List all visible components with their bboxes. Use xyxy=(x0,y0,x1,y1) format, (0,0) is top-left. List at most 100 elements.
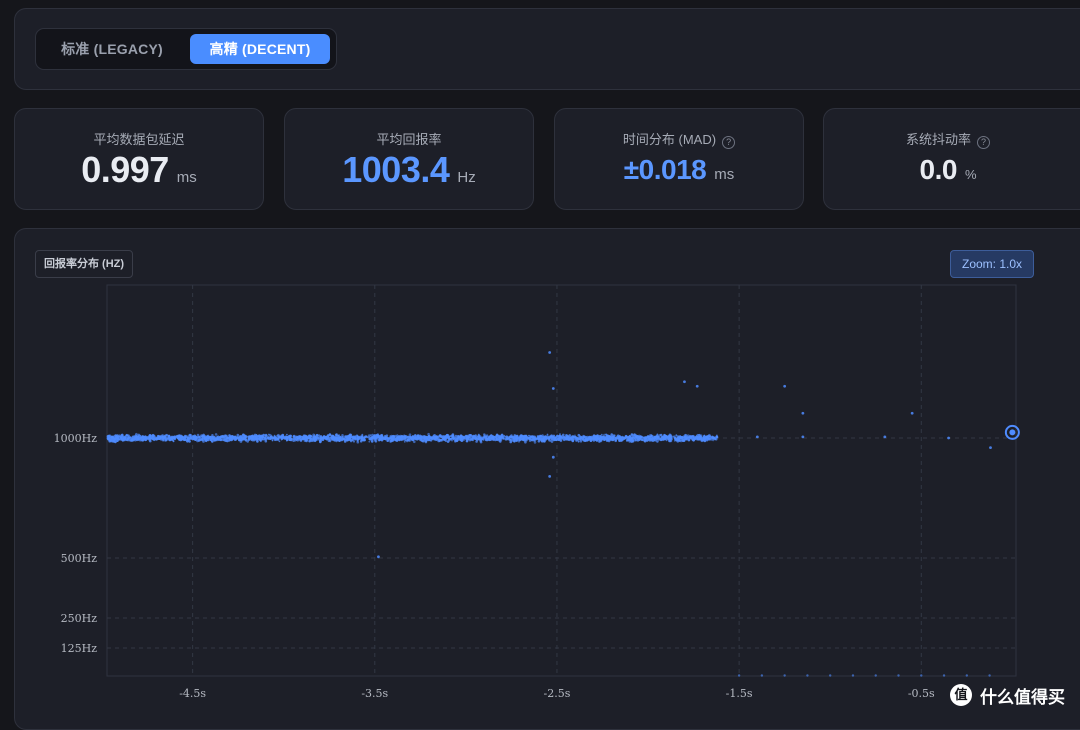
sample-point xyxy=(145,436,147,439)
sample-point xyxy=(446,440,450,443)
sample-point xyxy=(459,434,463,438)
sample-point xyxy=(568,438,571,442)
sample-point xyxy=(344,435,348,439)
sample-point xyxy=(626,435,628,438)
outlier-point xyxy=(548,475,552,478)
sample-point xyxy=(640,438,644,442)
sample-point xyxy=(286,433,288,436)
sample-point xyxy=(155,438,158,441)
sample-point xyxy=(716,434,718,437)
outlier-point xyxy=(910,411,914,415)
outlier-point xyxy=(551,455,555,459)
sample-point xyxy=(561,435,563,437)
sample-point xyxy=(186,440,189,443)
sample-point xyxy=(558,434,561,438)
sample-point xyxy=(251,435,255,438)
stat-mad-label: 时间分布 (MAD) xyxy=(622,132,717,147)
sample-point xyxy=(673,439,676,442)
sample-point xyxy=(566,435,570,438)
sample-point xyxy=(242,437,245,440)
sample-point xyxy=(470,438,474,441)
sample-point xyxy=(691,438,693,441)
stat-latency-label: 平均数据包延迟 xyxy=(93,132,185,147)
question-circle-icon[interactable]: ? xyxy=(722,136,736,149)
sample-point xyxy=(682,438,686,442)
question-circle-icon[interactable]: ? xyxy=(977,136,990,149)
sample-point xyxy=(690,435,693,438)
sample-point xyxy=(550,434,553,438)
sample-point xyxy=(584,435,587,439)
x-tick-label: -3.5s xyxy=(361,687,388,700)
sample-point xyxy=(255,434,258,436)
sample-point xyxy=(700,438,703,442)
zoom-button[interactable]: Zoom: 1.0x xyxy=(950,250,1034,278)
sample-point xyxy=(328,433,332,436)
sample-point xyxy=(319,435,323,438)
sample-point xyxy=(331,438,334,441)
sample-point xyxy=(407,438,411,441)
sample-point xyxy=(587,436,590,440)
sample-point xyxy=(313,437,316,441)
sample-point xyxy=(119,435,122,439)
sample-point xyxy=(378,437,381,440)
sample-point xyxy=(444,434,448,438)
sample-point xyxy=(650,434,653,437)
outlier-point xyxy=(947,436,950,440)
sample-point xyxy=(404,437,406,440)
sample-point xyxy=(404,439,407,442)
sample-point xyxy=(219,436,221,438)
sample-point xyxy=(620,438,624,442)
sample-point xyxy=(381,436,384,440)
sample-point xyxy=(457,436,460,439)
sample-point xyxy=(571,437,573,439)
sample-point xyxy=(483,433,486,436)
sample-point xyxy=(120,433,124,437)
sample-point xyxy=(445,436,448,439)
sample-point xyxy=(454,439,458,442)
sample-point xyxy=(273,436,276,440)
sample-point xyxy=(207,437,210,441)
sample-point xyxy=(396,434,399,436)
sample-point xyxy=(420,437,422,440)
sample-point xyxy=(308,437,310,439)
sample-point xyxy=(215,438,218,442)
sample-point xyxy=(472,435,476,439)
baseline-point xyxy=(897,674,900,677)
sample-point xyxy=(116,435,120,439)
sample-point xyxy=(715,435,718,439)
sample-point xyxy=(173,437,176,440)
outlier-point xyxy=(989,446,992,449)
baseline-point xyxy=(942,674,946,677)
sample-point xyxy=(145,437,147,440)
outlier-point xyxy=(548,351,552,354)
sample-point xyxy=(181,435,184,439)
mode-panel: 标准 (LEGACY) 高精 (DECENT) xyxy=(14,8,1080,90)
sample-point xyxy=(356,437,360,441)
sample-point xyxy=(668,437,671,439)
sample-point xyxy=(586,438,589,442)
mode-decent-button[interactable]: 高精 (DECENT) xyxy=(190,34,330,64)
sample-point xyxy=(644,437,647,440)
sample-point xyxy=(368,440,371,443)
sample-point xyxy=(603,435,607,439)
sample-point xyxy=(163,436,166,439)
sample-point xyxy=(559,433,561,435)
sample-point xyxy=(525,436,528,440)
sample-point xyxy=(578,435,582,438)
sample-point xyxy=(290,437,293,440)
sample-point xyxy=(342,437,346,441)
sample-point xyxy=(112,440,116,443)
sample-point xyxy=(325,437,329,441)
sample-point xyxy=(250,438,253,441)
sample-point xyxy=(465,439,469,443)
sample-point xyxy=(529,437,532,441)
mode-switch: 标准 (LEGACY) 高精 (DECENT) xyxy=(35,28,337,70)
outlier-point xyxy=(801,411,805,415)
mode-legacy-button[interactable]: 标准 (LEGACY) xyxy=(61,41,163,57)
sample-point xyxy=(386,439,389,442)
sample-point xyxy=(575,438,578,442)
sample-point xyxy=(377,436,380,439)
sample-point xyxy=(392,435,396,439)
baseline-point xyxy=(737,674,741,677)
